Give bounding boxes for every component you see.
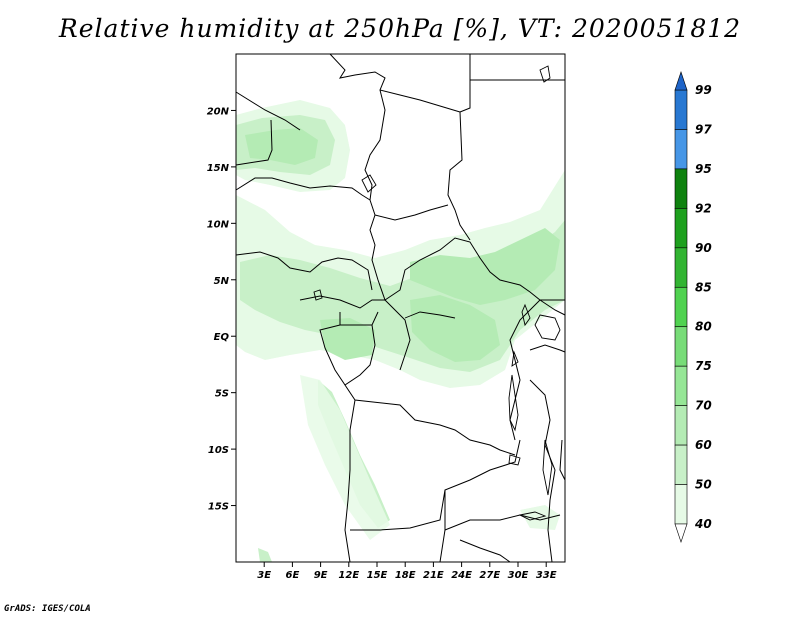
credit-label: GrADS: IGES/COLA — [4, 604, 91, 614]
lake-albert — [521, 303, 531, 327]
humidity-area-sw-light — [300, 375, 390, 540]
lon-tick-label: 3E — [257, 570, 271, 581]
colorbar-label: 99 — [695, 83, 712, 97]
colorbar-segment — [674, 208, 688, 249]
lon-tick-label: 9E — [314, 570, 328, 581]
colorbar-label: 85 — [695, 280, 712, 294]
lat-tick-label: 5N — [214, 276, 230, 287]
lon-tick-label: 6E — [286, 570, 300, 581]
border-line — [235, 91, 301, 131]
lat-tick-label: 15N — [207, 163, 230, 174]
lat-tick-label: EQ — [214, 332, 230, 343]
humidity-area-center-core — [410, 228, 560, 305]
lat-tick-label: 5S — [215, 389, 229, 400]
border-line — [329, 53, 565, 301]
colorbar-segment — [674, 484, 688, 525]
colorbar-segment — [674, 326, 688, 367]
colorbar-segment — [674, 247, 688, 288]
colorbar-label: 70 — [695, 399, 712, 413]
colorbar-label: 40 — [694, 517, 712, 531]
colorbar-label: 95 — [695, 162, 712, 176]
colorbar-segment — [674, 444, 688, 485]
border-line — [344, 324, 516, 456]
lon-tick-label: 30E — [508, 570, 529, 581]
lake-victoria — [534, 314, 561, 341]
bioko-island — [313, 289, 323, 301]
lake-tanganyika — [508, 374, 519, 432]
lon-tick-label: 24E — [451, 570, 472, 581]
border-line — [459, 539, 511, 563]
colorbar-label: 75 — [695, 359, 712, 373]
humidity-area-congo-core — [410, 295, 500, 362]
lat-tick-label: 10S — [208, 445, 229, 456]
border-line — [299, 295, 385, 309]
lakes — [313, 65, 561, 521]
border-line — [339, 311, 379, 326]
colorbar-label: 92 — [695, 201, 712, 215]
lake-chad — [361, 174, 377, 193]
lake-kariba — [518, 511, 547, 521]
colorbar-label: 50 — [695, 478, 712, 492]
lat-tick-label: 10N — [207, 219, 230, 230]
river-congo — [404, 311, 456, 319]
border-line — [235, 177, 371, 201]
border-line — [509, 299, 541, 441]
lon-tick-label: 33E — [536, 570, 557, 581]
colorbar-segment — [674, 365, 688, 406]
colorbar-segment — [674, 168, 688, 209]
border-line — [539, 299, 566, 316]
lake-kivu — [511, 350, 519, 367]
lake-mweru — [508, 454, 521, 466]
lake-malawi — [542, 439, 553, 496]
border-line — [559, 439, 566, 481]
lon-tick-label: 27E — [479, 570, 500, 581]
latitude-axis: 20N 15N 10N 5N EQ 5S 10S 15S — [207, 106, 236, 513]
lon-tick-label: 12E — [338, 570, 359, 581]
border-line — [344, 399, 356, 563]
lat-tick-label: 20N — [207, 106, 230, 117]
lon-tick-label: 15E — [367, 570, 388, 581]
colorbar-segment — [674, 286, 688, 328]
colorbar-min-arrow — [674, 523, 688, 543]
border-line — [384, 299, 411, 371]
humidity-area-nw-core — [245, 128, 318, 165]
border-line — [439, 490, 446, 563]
colorbar-label: 80 — [695, 320, 712, 334]
border-line — [440, 53, 471, 241]
colorbar-segment — [674, 129, 688, 170]
humidity-shading — [236, 100, 565, 562]
border-line — [529, 344, 566, 353]
lon-tick-label: 21E — [423, 570, 444, 581]
border-line — [379, 89, 461, 113]
lon-tick-label: 18E — [395, 570, 416, 581]
longitude-axis: 3E 6E 9E 12E 15E 18E 21E 24E 27E 30E 33E — [257, 562, 557, 581]
colorbar: 40 50 60 70 75 80 85 90 92 95 97 99 — [674, 71, 712, 543]
border-line — [235, 119, 273, 166]
lat-tick-label: 15S — [208, 502, 229, 513]
colorbar-max-arrow — [674, 71, 688, 91]
colorbar-label: 97 — [695, 122, 712, 136]
colorbar-label: 90 — [695, 241, 712, 255]
map-frame — [235, 53, 566, 563]
map-title: Relative humidity at 250hPa [%], VT: 202… — [58, 14, 742, 43]
humidity-area-gabon — [320, 318, 375, 360]
colorbar-label: 60 — [695, 438, 712, 452]
border-line — [374, 204, 449, 221]
colorbar-segment — [674, 89, 688, 130]
lake-turkana — [539, 65, 551, 83]
humidity-area-southwest-spot — [258, 548, 272, 562]
border-line — [235, 251, 373, 291]
border-line — [319, 324, 346, 386]
border-line — [444, 514, 561, 531]
colorbar-segment — [674, 405, 688, 446]
